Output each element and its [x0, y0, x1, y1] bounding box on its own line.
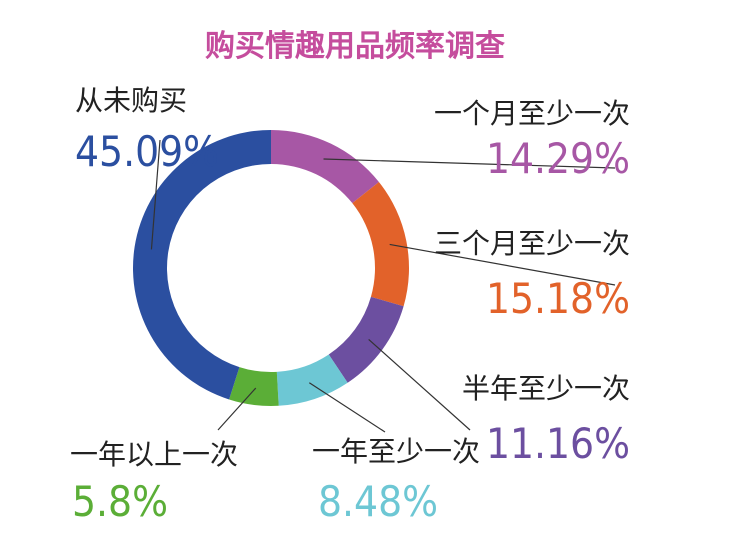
- donut-slice: [276, 354, 348, 406]
- leader-line: [389, 243, 616, 286]
- slice-category-label: 从未购买: [75, 84, 187, 117]
- slice-value-label: 14.29%: [486, 134, 630, 183]
- donut-slice: [328, 296, 404, 383]
- leader-line: [150, 139, 161, 250]
- slice-value-label: 11.16%: [486, 419, 630, 468]
- slice-value-label: 5.8%: [72, 477, 168, 526]
- donut-slice: [271, 130, 379, 204]
- donut-slices: [133, 130, 410, 406]
- slice-labels: 一个月至少一次14.29%三个月至少一次15.18%半年至少一次11.16%一年…: [70, 84, 630, 526]
- slice-category-label: 一年以上一次: [70, 438, 238, 471]
- leader-lines: [150, 139, 616, 433]
- slice-category-label: 一个月至少一次: [434, 97, 630, 130]
- chart-title: 购买情趣用品频率调查: [205, 29, 505, 64]
- leader-line: [323, 158, 616, 169]
- slice-category-label: 三个月至少一次: [434, 227, 630, 260]
- donut-slice: [352, 181, 410, 307]
- donut-slice: [133, 130, 271, 400]
- slice-category-label: 半年至少一次: [462, 372, 630, 405]
- slice-value-label: 8.48%: [318, 477, 438, 526]
- slice-value-label: 15.18%: [486, 274, 630, 323]
- leader-line: [368, 338, 471, 431]
- slice-value-label: 45.09%: [75, 127, 219, 176]
- donut-slice: [229, 367, 279, 406]
- leader-line: [309, 382, 386, 433]
- slice-category-label: 一年至少一次: [312, 435, 480, 468]
- leader-line: [217, 387, 257, 431]
